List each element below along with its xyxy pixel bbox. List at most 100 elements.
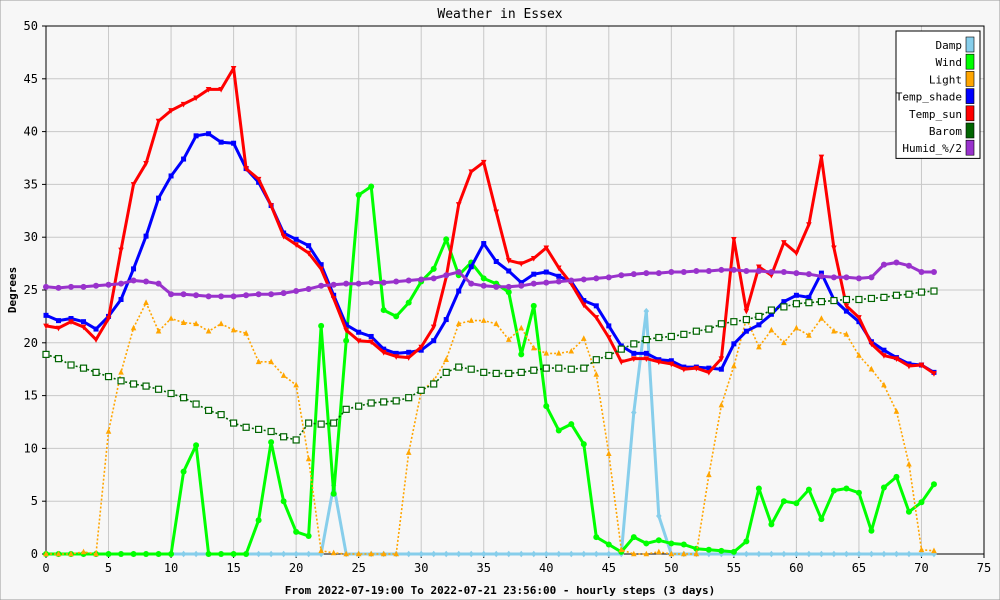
wind-point (805, 486, 812, 493)
humid-2-point (443, 272, 450, 279)
humid-2-point (543, 279, 550, 286)
humid-2-point (493, 283, 500, 290)
x-tick-label: 25 (351, 561, 365, 575)
humid-2-point (655, 270, 662, 277)
light-point (881, 381, 887, 388)
x-tick-label: 35 (477, 561, 491, 575)
temp-sun-point (418, 344, 424, 351)
temp-shade-point (518, 280, 524, 286)
series-damp (43, 307, 937, 558)
humid-2-point (293, 288, 300, 295)
x-tick-label: 65 (852, 561, 866, 575)
damp-point (568, 550, 575, 558)
damp-point (405, 550, 412, 558)
barom-point (342, 405, 350, 413)
temp-sun-point (718, 356, 725, 362)
light-point (355, 550, 362, 557)
barom-point (129, 380, 138, 388)
temp-sun-point (405, 355, 412, 361)
y-tick-label: 20 (24, 336, 38, 350)
temp-shade-point (881, 347, 887, 353)
barom-point (442, 368, 450, 376)
humid-2-point (580, 276, 587, 283)
temp-shade-point (468, 264, 474, 270)
wind-point (818, 516, 825, 523)
temp-sun-point (580, 302, 587, 309)
temp-shade-point (318, 262, 324, 268)
barom-point (742, 315, 750, 324)
wind-point (318, 322, 325, 329)
temp-sun-point (806, 222, 812, 228)
temp-sun-point (130, 182, 137, 188)
humid-2-point (268, 291, 275, 298)
light-point (105, 428, 112, 434)
wind-point (893, 473, 900, 480)
light-point (243, 329, 249, 336)
damp-point (906, 550, 912, 558)
light-point (143, 299, 149, 305)
wind-point (880, 484, 887, 491)
light-point (255, 358, 262, 365)
damp-point (818, 550, 825, 558)
barom-point (580, 364, 588, 372)
temp-shade-point (206, 131, 212, 137)
barom-point (92, 368, 100, 376)
temp-sun-point (706, 370, 712, 376)
temp-shade-point (481, 241, 487, 247)
barom-point (905, 290, 913, 298)
humid-2-point (868, 274, 875, 281)
damp-point (831, 550, 837, 558)
legend-label-temp-shade: Temp_shade (896, 91, 962, 104)
wind-point (655, 537, 662, 544)
barom-point (530, 366, 538, 374)
barom-point (730, 318, 738, 326)
damp-point (280, 550, 287, 558)
light-point (806, 332, 812, 338)
barom-point (54, 355, 63, 363)
light-point (205, 327, 212, 334)
damp-point (180, 550, 187, 558)
humid-2-point (193, 292, 200, 299)
wind-point (630, 534, 637, 541)
series-barom (42, 287, 938, 444)
barom-point (79, 364, 88, 372)
damp-point (530, 550, 537, 558)
light-point (918, 546, 925, 553)
wind-point (855, 489, 862, 496)
light-point (843, 331, 850, 337)
wind-point (480, 275, 487, 282)
barom-point (517, 368, 525, 376)
barom-point (805, 299, 813, 307)
barom-point (417, 386, 425, 394)
light-point (906, 460, 912, 467)
temp-shade-point (193, 133, 199, 139)
temp-shade-point (606, 323, 612, 329)
temp-sun-point (343, 327, 349, 334)
light-point (305, 455, 312, 462)
wind-point (830, 487, 837, 494)
legend-label-barom: Barom (929, 125, 962, 138)
barom-point (817, 298, 826, 306)
barom-point (492, 369, 500, 378)
temp-sun-point (180, 101, 187, 108)
temp-shade-point (368, 333, 374, 339)
y-tick-label: 15 (24, 389, 38, 403)
temp-sun-point (643, 356, 650, 362)
temp-sun-point (593, 315, 600, 321)
chart-legend: Damp Wind Light Temp_shade Temp_sun Barom Humi… (895, 30, 981, 159)
light-point (893, 408, 900, 414)
temp-shade-point (793, 292, 799, 298)
wind-point (293, 528, 300, 535)
legend-label-wind: Wind (936, 56, 963, 69)
light-point (593, 371, 600, 377)
light-point (330, 549, 337, 556)
wind-point (768, 521, 775, 528)
light-point (368, 550, 374, 557)
humid-2-point (205, 293, 212, 300)
damp-point (743, 550, 750, 558)
humid-2-point (43, 283, 49, 290)
temp-shade-point (343, 322, 349, 328)
temp-shade-point (731, 341, 737, 347)
light-point (793, 324, 800, 331)
damp-point (518, 550, 525, 558)
